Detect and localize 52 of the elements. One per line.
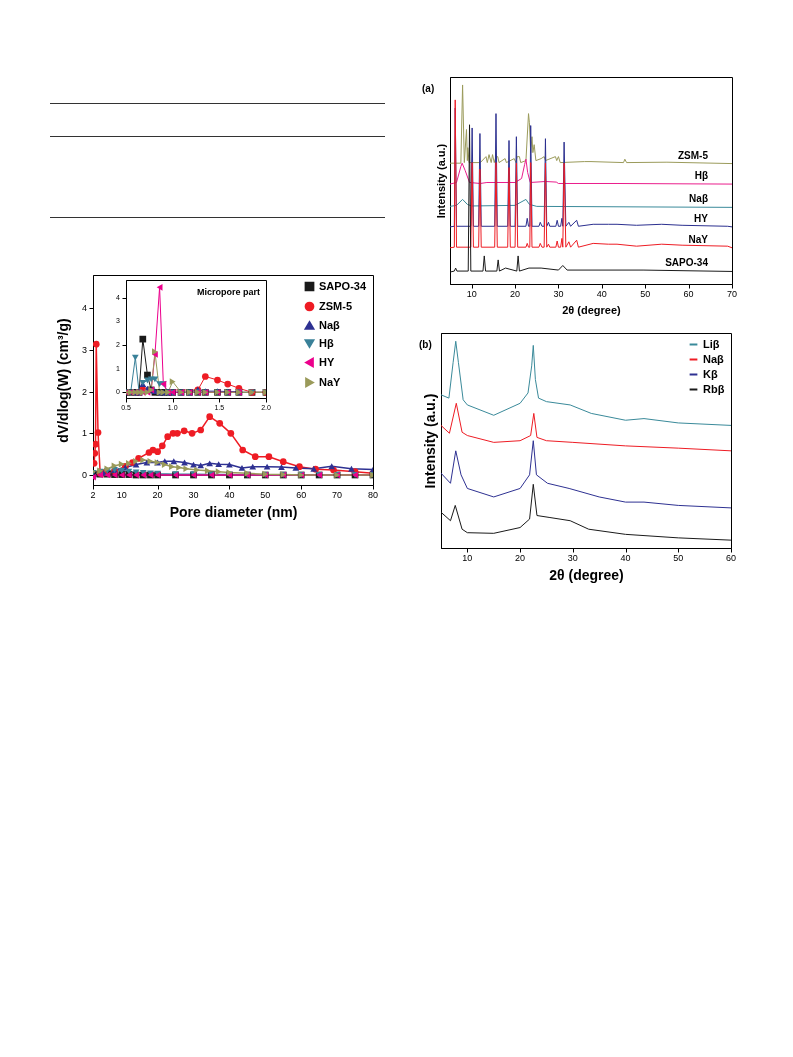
series-label: Naβ [689, 193, 708, 205]
x-axis-title: Pore diameter (nm) [169, 504, 298, 520]
legend-label: ZSM-5 [319, 299, 352, 312]
x-tick-label: 60 [296, 490, 307, 500]
x-tick-label: 2 [90, 490, 96, 500]
legend-label: Naβ [703, 352, 725, 365]
x-tick-label: 50 [673, 553, 684, 563]
x-tick-label: 50 [640, 289, 651, 299]
x-tick-label: 60 [725, 553, 737, 563]
legend-label: Rbβ [703, 382, 725, 395]
legend-label: Naβ [319, 318, 341, 331]
x-tick-label: 70 [332, 490, 343, 500]
y-tick-label: 0 [81, 470, 87, 480]
text: (b) [419, 339, 432, 350]
x-tick-label: 10 [466, 289, 477, 299]
series-label: Hβ [694, 170, 708, 182]
y-axis-title: dV/dlog(W) (cm³/g) [55, 318, 71, 443]
y-tick-label: 1 [81, 428, 87, 439]
y-tick-label: 3 [81, 345, 87, 355]
x-tick-label: 40 [224, 490, 235, 500]
legend-label: SAPO-34 [319, 279, 367, 292]
x-axis-title: 2θ (degree) [562, 304, 622, 316]
x-tick-label: 70 [726, 289, 738, 299]
annotation: Micropore part [196, 287, 260, 297]
x-tick-label: 20 [515, 553, 526, 563]
x-axis-title: 2θ (degree) [549, 567, 624, 583]
series-label: HY [694, 212, 709, 224]
series-label: NaY [688, 233, 709, 245]
series-label: ZSM-5 [678, 149, 709, 161]
legend-label: Liβ [703, 337, 720, 350]
legend-label: Kβ [703, 367, 718, 380]
x-tick-label: 20 [152, 490, 163, 500]
x-tick-label: 50 [260, 490, 271, 500]
x-tick-label: 40 [620, 553, 631, 563]
text: (a) [422, 83, 435, 94]
x-tick-label: 10 [462, 553, 473, 563]
series-label: SAPO-34 [665, 257, 709, 269]
y-axis-title: Intensity (a.u.) [434, 143, 447, 219]
x-tick-label: 10 [116, 490, 127, 500]
legend-label: HY [319, 355, 335, 368]
x-tick-label: 80 [367, 490, 379, 500]
legend-label: NaY [319, 375, 342, 388]
legend-label: Hβ [319, 336, 334, 349]
x-tick-label: 30 [188, 490, 199, 500]
x-tick-label: 60 [683, 289, 694, 299]
y-axis-title: Intensity (a.u.) [421, 393, 438, 489]
y-tick-label: 2 [81, 386, 87, 397]
x-tick-label: 30 [567, 553, 578, 563]
x-tick-label: 40 [596, 289, 607, 299]
x-tick-label: 30 [553, 289, 564, 299]
y-tick-label: 4 [81, 303, 87, 314]
x-tick-label: 20 [510, 289, 521, 299]
